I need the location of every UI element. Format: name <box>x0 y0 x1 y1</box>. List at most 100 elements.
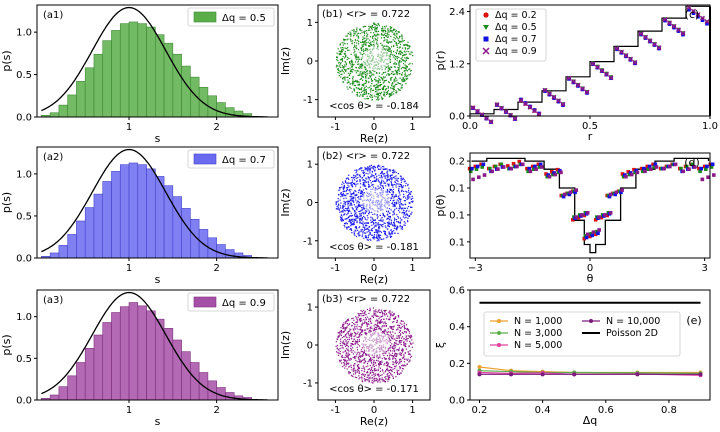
scatter-point <box>370 78 372 80</box>
scatter-point <box>363 34 366 37</box>
scatter-point <box>366 379 368 381</box>
scatter-point <box>376 355 378 357</box>
scatter-point <box>393 210 395 212</box>
scatter-point <box>355 45 357 47</box>
scatter-point <box>407 45 410 47</box>
scatter-point <box>401 37 403 39</box>
legend-marker <box>483 25 489 30</box>
scatter-point <box>408 74 410 76</box>
scatter-point <box>392 361 394 363</box>
scatter-point <box>403 341 405 343</box>
scatter-point <box>363 232 365 234</box>
scatter-point <box>386 235 388 237</box>
scatter-point <box>347 348 349 350</box>
scatter-point <box>347 341 349 343</box>
scatter-point <box>352 83 354 85</box>
scatter-point <box>376 31 378 33</box>
scatter-point <box>343 331 345 334</box>
scatter-point <box>373 22 375 24</box>
scatter-point <box>391 352 394 354</box>
scatter-point <box>341 49 343 51</box>
scatter-point <box>348 219 350 221</box>
scatter-point <box>371 377 373 379</box>
scatter-point <box>343 224 345 226</box>
scatter-point <box>345 340 347 342</box>
scatter-point <box>377 96 379 98</box>
scatter-point <box>383 34 385 37</box>
scatter-point <box>386 355 388 357</box>
scatter-point <box>338 336 340 338</box>
scatter-point <box>363 322 365 324</box>
data-point <box>604 71 609 77</box>
scatter-point <box>376 93 378 95</box>
scatter-point <box>391 71 393 73</box>
scatter-point <box>361 320 363 322</box>
scatter-point <box>360 191 362 193</box>
scatter-point <box>352 79 354 81</box>
data-point <box>639 166 644 171</box>
scatter-point <box>385 175 387 177</box>
scatter-point <box>377 45 379 47</box>
scatter-point <box>359 205 361 207</box>
scatter-point <box>397 361 399 363</box>
legend-label: Δq = 0.9 <box>495 46 537 57</box>
scatter-point <box>338 209 340 211</box>
scatter-point <box>362 38 364 40</box>
scatter-point <box>402 350 404 352</box>
scatter-point <box>362 26 364 28</box>
scatter-point <box>385 191 387 193</box>
scatter-point <box>360 58 362 60</box>
scatter-point <box>356 95 358 97</box>
data-point <box>663 18 667 23</box>
data-point <box>532 108 537 114</box>
scatter-point <box>386 91 388 94</box>
legend-swatch <box>193 296 217 308</box>
scatter-point <box>357 356 359 358</box>
scatter-point <box>389 59 391 61</box>
scatter-point <box>399 46 401 48</box>
scatter-point <box>389 347 392 349</box>
scatter-point <box>400 51 402 53</box>
scatter-point <box>354 211 356 213</box>
scatter-point <box>380 231 383 233</box>
scatter-point <box>393 212 395 214</box>
scatter-point <box>366 178 368 180</box>
scatter-point <box>401 178 404 181</box>
scatter-point <box>400 184 402 186</box>
scatter-point <box>345 201 347 203</box>
histogram-bar <box>155 318 165 401</box>
scatter-point <box>377 238 379 241</box>
scatter-point <box>337 59 339 62</box>
mean-r-label: <r> = 0.722 <box>346 9 410 20</box>
scatter-point <box>407 221 409 223</box>
data-point <box>537 165 542 169</box>
scatter-point <box>361 222 363 224</box>
scatter-point <box>349 323 351 325</box>
scatter-point <box>399 211 401 213</box>
scatter-point <box>346 362 348 364</box>
scatter-point <box>381 98 383 100</box>
scatter-point <box>363 309 365 312</box>
scatter-point <box>355 359 357 361</box>
scatter-point <box>373 313 375 315</box>
scatter-point <box>344 69 346 71</box>
data-point <box>511 161 516 166</box>
data-point <box>477 372 482 377</box>
scatter-point <box>376 231 378 233</box>
scatter-point <box>360 213 362 215</box>
scatter-point <box>362 351 365 354</box>
scatter-point <box>381 357 383 360</box>
scatter-point <box>375 93 377 96</box>
scatter-point <box>339 330 341 332</box>
panel-tag: (b1) <box>322 9 343 20</box>
scatter-point <box>369 321 371 323</box>
scatter-point <box>369 307 371 309</box>
scatter-point <box>401 72 403 74</box>
scatter-point <box>360 355 362 357</box>
scatter-point <box>410 206 412 208</box>
scatter-point <box>392 85 394 87</box>
scatter-point <box>357 91 359 94</box>
scatter-point <box>351 193 353 195</box>
scatter-point <box>368 329 370 331</box>
data-point <box>613 192 618 197</box>
